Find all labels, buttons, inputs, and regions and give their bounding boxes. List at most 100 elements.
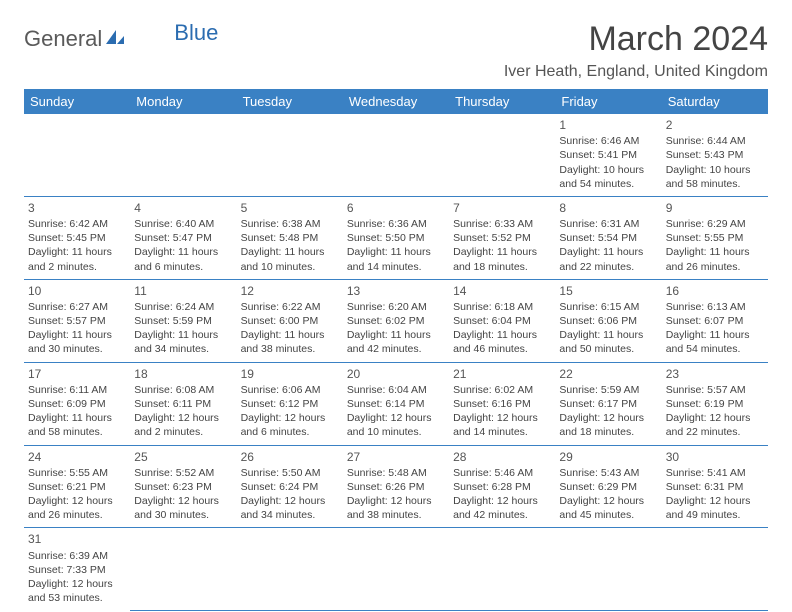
calendar-cell: 24Sunrise: 5:55 AMSunset: 6:21 PMDayligh… <box>24 445 130 528</box>
sunrise-text: Sunrise: 6:02 AM <box>453 383 551 397</box>
sunrise-text: Sunrise: 5:52 AM <box>134 466 232 480</box>
sunset-text: Sunset: 5:48 PM <box>241 231 339 245</box>
day-number: 21 <box>453 366 551 382</box>
sunrise-text: Sunrise: 6:22 AM <box>241 300 339 314</box>
calendar-row: 31Sunrise: 6:39 AMSunset: 7:33 PMDayligh… <box>24 528 768 610</box>
calendar-cell: 15Sunrise: 6:15 AMSunset: 6:06 PMDayligh… <box>555 279 661 362</box>
calendar-table: Sunday Monday Tuesday Wednesday Thursday… <box>24 89 768 611</box>
calendar-cell: 22Sunrise: 5:59 AMSunset: 6:17 PMDayligh… <box>555 362 661 445</box>
daylight-text: Daylight: 12 hours and 2 minutes. <box>134 411 232 439</box>
calendar-cell: 8Sunrise: 6:31 AMSunset: 5:54 PMDaylight… <box>555 196 661 279</box>
calendar-cell <box>237 114 343 196</box>
logo-sail-icon <box>104 26 126 52</box>
sunset-text: Sunset: 6:29 PM <box>559 480 657 494</box>
sunrise-text: Sunrise: 6:39 AM <box>28 549 126 563</box>
day-number: 16 <box>666 283 764 299</box>
calendar-cell: 18Sunrise: 6:08 AMSunset: 6:11 PMDayligh… <box>130 362 236 445</box>
sunrise-text: Sunrise: 6:04 AM <box>347 383 445 397</box>
weekday-header: Monday <box>130 89 236 114</box>
sunset-text: Sunset: 6:23 PM <box>134 480 232 494</box>
day-number: 18 <box>134 366 232 382</box>
sunrise-text: Sunrise: 5:46 AM <box>453 466 551 480</box>
daylight-text: Daylight: 12 hours and 45 minutes. <box>559 494 657 522</box>
day-number: 10 <box>28 283 126 299</box>
day-number: 2 <box>666 117 764 133</box>
daylight-text: Daylight: 11 hours and 10 minutes. <box>241 245 339 273</box>
daylight-text: Daylight: 12 hours and 22 minutes. <box>666 411 764 439</box>
sunrise-text: Sunrise: 6:27 AM <box>28 300 126 314</box>
sunrise-text: Sunrise: 6:29 AM <box>666 217 764 231</box>
sunrise-text: Sunrise: 5:41 AM <box>666 466 764 480</box>
sunrise-text: Sunrise: 5:57 AM <box>666 383 764 397</box>
calendar-cell <box>662 528 768 610</box>
daylight-text: Daylight: 12 hours and 6 minutes. <box>241 411 339 439</box>
calendar-cell: 19Sunrise: 6:06 AMSunset: 6:12 PMDayligh… <box>237 362 343 445</box>
day-number: 29 <box>559 449 657 465</box>
sunrise-text: Sunrise: 6:18 AM <box>453 300 551 314</box>
calendar-cell: 27Sunrise: 5:48 AMSunset: 6:26 PMDayligh… <box>343 445 449 528</box>
sunset-text: Sunset: 6:24 PM <box>241 480 339 494</box>
header: General Blue March 2024 Iver Heath, Engl… <box>24 20 768 81</box>
weekday-header: Wednesday <box>343 89 449 114</box>
calendar-cell <box>24 114 130 196</box>
sunset-text: Sunset: 6:26 PM <box>347 480 445 494</box>
daylight-text: Daylight: 11 hours and 50 minutes. <box>559 328 657 356</box>
calendar-cell: 13Sunrise: 6:20 AMSunset: 6:02 PMDayligh… <box>343 279 449 362</box>
daylight-text: Daylight: 11 hours and 26 minutes. <box>666 245 764 273</box>
day-number: 22 <box>559 366 657 382</box>
sunrise-text: Sunrise: 6:13 AM <box>666 300 764 314</box>
daylight-text: Daylight: 12 hours and 18 minutes. <box>559 411 657 439</box>
daylight-text: Daylight: 11 hours and 46 minutes. <box>453 328 551 356</box>
daylight-text: Daylight: 11 hours and 34 minutes. <box>134 328 232 356</box>
day-number: 25 <box>134 449 232 465</box>
sunrise-text: Sunrise: 6:40 AM <box>134 217 232 231</box>
sunrise-text: Sunrise: 6:46 AM <box>559 134 657 148</box>
calendar-cell: 28Sunrise: 5:46 AMSunset: 6:28 PMDayligh… <box>449 445 555 528</box>
calendar-cell <box>237 528 343 610</box>
sunset-text: Sunset: 5:45 PM <box>28 231 126 245</box>
daylight-text: Daylight: 12 hours and 49 minutes. <box>666 494 764 522</box>
day-number: 27 <box>347 449 445 465</box>
sunset-text: Sunset: 6:31 PM <box>666 480 764 494</box>
day-number: 13 <box>347 283 445 299</box>
daylight-text: Daylight: 12 hours and 26 minutes. <box>28 494 126 522</box>
sunset-text: Sunset: 5:54 PM <box>559 231 657 245</box>
daylight-text: Daylight: 11 hours and 18 minutes. <box>453 245 551 273</box>
sunset-text: Sunset: 6:06 PM <box>559 314 657 328</box>
day-number: 11 <box>134 283 232 299</box>
day-number: 20 <box>347 366 445 382</box>
sunset-text: Sunset: 5:47 PM <box>134 231 232 245</box>
sunset-text: Sunset: 5:43 PM <box>666 148 764 162</box>
daylight-text: Daylight: 11 hours and 30 minutes. <box>28 328 126 356</box>
calendar-cell <box>343 114 449 196</box>
sunrise-text: Sunrise: 6:15 AM <box>559 300 657 314</box>
day-number: 5 <box>241 200 339 216</box>
calendar-cell: 6Sunrise: 6:36 AMSunset: 5:50 PMDaylight… <box>343 196 449 279</box>
day-number: 1 <box>559 117 657 133</box>
day-number: 17 <box>28 366 126 382</box>
sunrise-text: Sunrise: 6:38 AM <box>241 217 339 231</box>
sunrise-text: Sunrise: 6:11 AM <box>28 383 126 397</box>
calendar-cell: 4Sunrise: 6:40 AMSunset: 5:47 PMDaylight… <box>130 196 236 279</box>
sunrise-text: Sunrise: 6:31 AM <box>559 217 657 231</box>
calendar-cell: 20Sunrise: 6:04 AMSunset: 6:14 PMDayligh… <box>343 362 449 445</box>
location: Iver Heath, England, United Kingdom <box>504 63 768 81</box>
daylight-text: Daylight: 11 hours and 54 minutes. <box>666 328 764 356</box>
calendar-cell <box>130 528 236 610</box>
sunset-text: Sunset: 7:33 PM <box>28 563 126 577</box>
sunset-text: Sunset: 6:00 PM <box>241 314 339 328</box>
weekday-header-row: Sunday Monday Tuesday Wednesday Thursday… <box>24 89 768 114</box>
sunrise-text: Sunrise: 6:36 AM <box>347 217 445 231</box>
month-title: March 2024 <box>504 20 768 59</box>
day-number: 9 <box>666 200 764 216</box>
sunset-text: Sunset: 5:57 PM <box>28 314 126 328</box>
calendar-cell <box>555 528 661 610</box>
sunset-text: Sunset: 6:17 PM <box>559 397 657 411</box>
title-block: March 2024 Iver Heath, England, United K… <box>504 20 768 81</box>
daylight-text: Daylight: 11 hours and 38 minutes. <box>241 328 339 356</box>
sunrise-text: Sunrise: 6:08 AM <box>134 383 232 397</box>
day-number: 26 <box>241 449 339 465</box>
calendar-cell: 21Sunrise: 6:02 AMSunset: 6:16 PMDayligh… <box>449 362 555 445</box>
weekday-header: Saturday <box>662 89 768 114</box>
sunrise-text: Sunrise: 6:20 AM <box>347 300 445 314</box>
